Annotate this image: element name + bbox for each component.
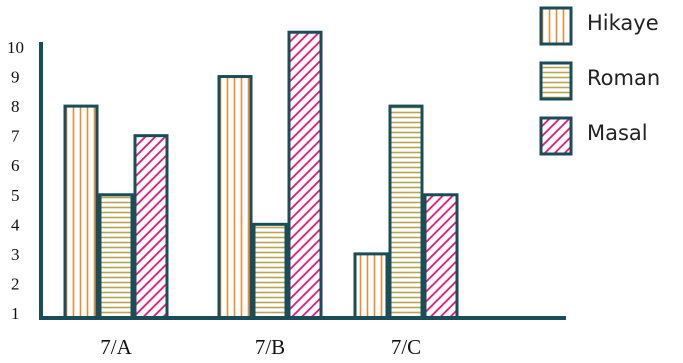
bar-roman-7b (252, 222, 288, 320)
axes-layer (39, 42, 566, 320)
bar-masal-7b (287, 30, 323, 320)
y-tick-label: 7 (11, 127, 20, 146)
legend-swatch-roman (539, 61, 573, 101)
x-category-label: 7/A (100, 335, 132, 359)
y-tick-label: 1 (11, 304, 20, 323)
bars-layer (63, 30, 459, 320)
legend-label-roman: Roman (587, 66, 660, 90)
bar-masal-7c (423, 193, 459, 320)
y-tick-label: 5 (11, 186, 20, 205)
ticks-layer: 1 2 3 4 5 6 7 8 9 10 (7, 38, 24, 323)
bar-roman-7c (388, 104, 424, 320)
x-category-label: 7/C (391, 335, 421, 359)
bar-roman-7a (98, 193, 134, 320)
y-tick-label: 10 (7, 38, 24, 57)
y-tick-label: 6 (11, 156, 20, 175)
bar-masal-7a (133, 134, 169, 320)
legend-swatch-hikaye (539, 6, 573, 46)
bar-hikaye-7a (63, 104, 99, 320)
legend-swatch-masal (539, 116, 573, 156)
x-category-label: 7/B (255, 335, 285, 359)
y-tick-label: 4 (11, 215, 20, 234)
y-tick-label: 3 (11, 245, 20, 264)
category-labels: 7/A 7/B 7/C (100, 335, 421, 359)
y-tick-label: 2 (11, 274, 20, 293)
y-tick-label: 8 (11, 97, 20, 116)
bar-hikaye-7b (217, 75, 253, 320)
bar-hikaye-7c (353, 252, 389, 320)
legend-label-masal: Masal (587, 121, 648, 145)
legend-label-hikaye: Hikaye (587, 11, 659, 35)
legend: Hikaye Roman Masal (539, 6, 660, 156)
y-tick-label: 9 (11, 68, 20, 87)
